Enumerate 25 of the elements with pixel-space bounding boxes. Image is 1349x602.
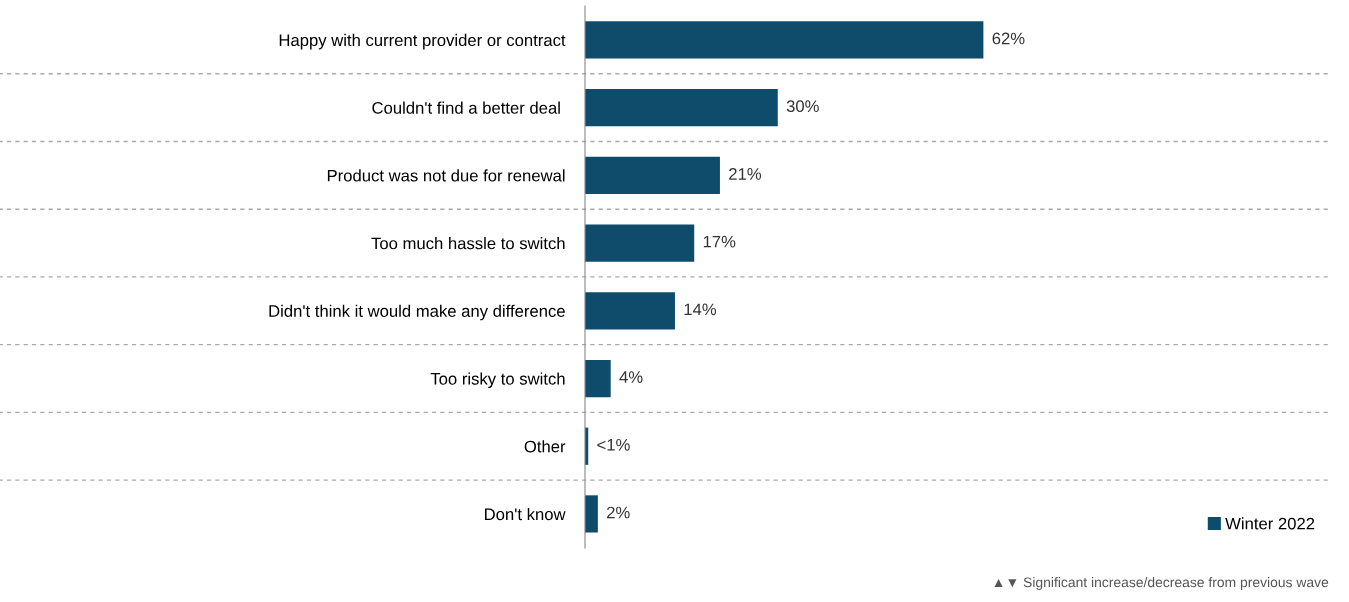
y-tick-label: Don't know	[485, 507, 566, 521]
data-label: 4%	[619, 371, 643, 383]
data-label: 2%	[607, 506, 630, 519]
data-label: <1%	[597, 438, 630, 451]
bar	[585, 21, 984, 59]
text: ▲▼ Significant increase/decrease from previous wave	[994, 577, 1329, 590]
legend-label: Winter 2022	[1225, 517, 1315, 530]
bar	[585, 88, 778, 127]
data-label: 62%	[992, 32, 1025, 45]
y-tick-label: Other	[524, 440, 566, 453]
data-label: 30%	[786, 100, 819, 113]
data-label: 21%	[729, 168, 762, 180]
y-tick-label: Too risky to switch	[430, 372, 565, 388]
bar	[585, 495, 598, 533]
data-label: 14%	[684, 303, 717, 316]
y-tick-label: Product was not due for renewal	[327, 169, 565, 182]
bar	[585, 156, 720, 194]
y-tick-label: Too much hassle to switch	[371, 237, 565, 250]
bar	[585, 359, 611, 398]
bar	[585, 292, 675, 330]
y-tick-label: Couldn't find a better deal	[372, 101, 560, 114]
y-tick-label: Happy with current provider or contract	[279, 33, 566, 50]
data-label: 17%	[703, 235, 736, 248]
y-tick-label: Didn't think it would make any difference	[269, 304, 565, 321]
bar	[585, 224, 695, 262]
